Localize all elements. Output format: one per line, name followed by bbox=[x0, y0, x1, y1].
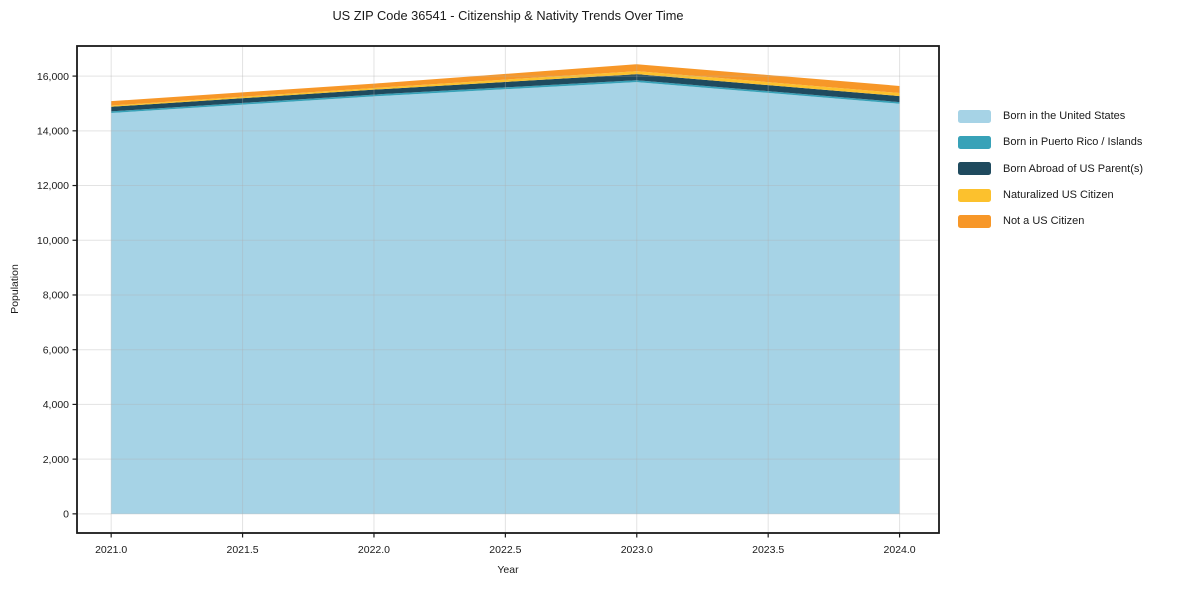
area-series-4 bbox=[111, 64, 900, 106]
x-axis-label: Year bbox=[497, 564, 519, 576]
area-series-0 bbox=[111, 82, 900, 514]
y-tick-label-6: 12,000 bbox=[37, 180, 69, 192]
area-series-2 bbox=[111, 74, 900, 112]
chart-title: US ZIP Code 36541 - Citizenship & Nativi… bbox=[332, 8, 684, 23]
legend-label-3: Naturalized US Citizen bbox=[1003, 189, 1114, 202]
legend-label-2: Born Abroad of US Parent(s) bbox=[1003, 162, 1144, 175]
legend-swatch-0 bbox=[958, 109, 991, 123]
y-tick-label-5: 10,000 bbox=[37, 235, 69, 247]
legend-swatch-2 bbox=[958, 162, 991, 176]
legend: Born in the United States Born in Puerto … bbox=[952, 103, 1143, 234]
x-tick-label-6: 2024.0 bbox=[884, 544, 916, 556]
legend-label-1: Born in Puerto Rico / Islands bbox=[1003, 136, 1143, 149]
x-tick-label-4: 2023.0 bbox=[621, 544, 653, 556]
legend-swatch-1 bbox=[958, 135, 991, 149]
legend-item-1: Born in Puerto Rico / Islands bbox=[952, 129, 1143, 155]
y-tick-label-1: 2,000 bbox=[43, 454, 69, 466]
legend-item-3: Naturalized US Citizen bbox=[952, 182, 1143, 208]
x-tick-label-3: 2022.5 bbox=[489, 544, 521, 556]
plot-frame bbox=[76, 45, 940, 534]
x-tick-label-1: 2021.5 bbox=[227, 544, 259, 556]
legend-item-0: Born in the United States bbox=[952, 103, 1143, 129]
x-tick-label-2: 2022.0 bbox=[358, 544, 390, 556]
x-tick-label-5: 2023.5 bbox=[752, 544, 784, 556]
legend-item-4: Not a US Citizen bbox=[952, 208, 1143, 234]
y-tick-label-3: 6,000 bbox=[43, 344, 69, 356]
y-tick-label-7: 14,000 bbox=[37, 126, 69, 138]
legend-item-2: Born Abroad of US Parent(s) bbox=[952, 156, 1143, 182]
legend-swatch-4 bbox=[958, 214, 991, 228]
y-tick-label-8: 16,000 bbox=[37, 71, 69, 83]
y-tick-label-2: 4,000 bbox=[43, 399, 69, 411]
y-tick-label-4: 8,000 bbox=[43, 290, 69, 302]
x-tick-label-0: 2021.0 bbox=[95, 544, 127, 556]
y-axis-label: Population bbox=[9, 264, 21, 314]
y-tick-label-0: 0 bbox=[63, 509, 69, 521]
legend-label-0: Born in the United States bbox=[1003, 110, 1126, 123]
legend-label-4: Not a US Citizen bbox=[1003, 215, 1085, 228]
legend-swatch-3 bbox=[958, 188, 991, 202]
